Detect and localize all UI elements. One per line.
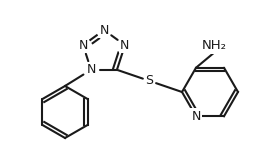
Text: N: N	[78, 39, 88, 52]
Text: N: N	[120, 39, 130, 52]
Text: S: S	[146, 74, 153, 87]
Text: NH₂: NH₂	[202, 39, 227, 52]
Text: N: N	[87, 63, 96, 76]
Text: N: N	[99, 24, 109, 36]
Text: N: N	[191, 110, 201, 123]
